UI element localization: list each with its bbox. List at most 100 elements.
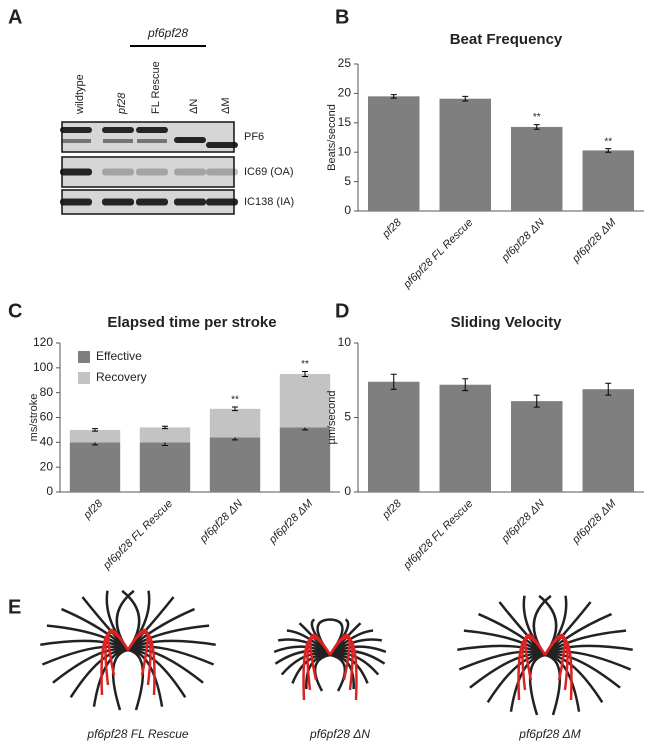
flagellum-red <box>517 636 547 701</box>
y-tick-label: 5 <box>344 174 351 188</box>
flagellum <box>127 648 187 698</box>
y-tick-label: 80 <box>40 385 54 399</box>
y-tick-label: 0 <box>344 203 351 217</box>
band <box>61 139 91 143</box>
significance-label: ** <box>604 136 612 147</box>
y-tick-label: 10 <box>338 144 352 158</box>
error-bar <box>390 373 397 390</box>
x-tick-label: pf6pf28 FL Rescue <box>401 217 476 292</box>
flagellum <box>486 653 546 703</box>
x-tick-label: pf6pf28 ΔN <box>197 498 245 546</box>
x-tick-label: pf28 <box>380 497 405 522</box>
y-tick-label: 60 <box>40 410 54 424</box>
y-tick-label: 5 <box>344 410 351 424</box>
bar <box>69 429 121 443</box>
flagellum <box>544 653 604 703</box>
lane-label: ΔN <box>188 99 200 114</box>
bar <box>368 381 420 492</box>
bar <box>209 437 261 492</box>
band <box>136 127 168 133</box>
band <box>60 198 92 206</box>
legend-label: Recovery <box>96 370 147 384</box>
band <box>206 198 238 206</box>
y-tick-label: 120 <box>33 335 53 349</box>
band <box>206 168 238 176</box>
flagellum-red <box>126 631 156 696</box>
x-tick-label: pf6pf28 ΔM <box>569 216 619 266</box>
bar <box>279 427 331 492</box>
panel-label: D <box>335 300 349 322</box>
flagellum <box>313 653 331 692</box>
group-label: pf6pf28 <box>147 26 188 40</box>
flagellum <box>111 648 129 711</box>
error-bar <box>232 406 238 412</box>
significance-label: ** <box>231 395 239 406</box>
y-tick-label: 25 <box>338 56 352 70</box>
flagellum <box>528 653 546 716</box>
error-bar <box>302 371 308 378</box>
flagellum-red <box>302 636 332 701</box>
band <box>102 168 134 176</box>
bar <box>511 401 563 492</box>
y-tick-label: 0 <box>46 484 53 498</box>
y-tick-label: 20 <box>338 86 352 100</box>
y-axis-label: µm/second <box>326 390 338 444</box>
band <box>174 137 206 143</box>
x-tick-label: pf6pf28 ΔM <box>569 497 619 547</box>
band <box>102 127 134 133</box>
lane-label: ΔM <box>220 97 232 114</box>
bar <box>439 384 491 492</box>
waveform-caption: pf6pf28 FL Rescue <box>86 727 189 741</box>
chart-title: Elapsed time per stroke <box>107 314 276 331</box>
flagellum <box>329 653 347 692</box>
y-axis-label: Beats/second <box>326 104 338 171</box>
y-tick-label: 40 <box>40 435 54 449</box>
significance-label: ** <box>301 359 309 370</box>
band <box>60 168 92 176</box>
row-label: PF6 <box>244 131 264 143</box>
legend-swatch <box>78 372 90 384</box>
x-tick-label: pf6pf28 FL Rescue <box>401 498 476 573</box>
chart-title: Beat Frequency <box>450 31 563 48</box>
error-bar <box>533 394 540 408</box>
y-tick-label: 15 <box>338 115 352 129</box>
bar <box>279 374 331 428</box>
chart-title: Sliding Velocity <box>451 314 563 331</box>
blot: wildtype pf28 FL Rescue ΔN ΔM PF6 IC69 (OA) IC1… <box>60 61 294 215</box>
lane-label: FL Rescue <box>150 61 162 114</box>
bar <box>209 408 261 438</box>
x-tick-label: pf28 <box>81 497 106 522</box>
x-tick-label: pf6pf28 ΔN <box>499 217 547 265</box>
bar <box>439 98 491 211</box>
panel-label: C <box>8 300 22 322</box>
error-bar <box>605 382 612 396</box>
band <box>174 168 206 176</box>
legend-label: Effective <box>96 349 142 363</box>
waveform-caption: pf6pf28 ΔM <box>518 727 580 741</box>
error-bar <box>462 95 469 102</box>
flagellum <box>127 648 145 711</box>
flagellum-red <box>100 631 130 696</box>
waveforms <box>40 589 633 716</box>
row-label: IC69 (OA) <box>244 166 294 178</box>
bar <box>511 126 563 211</box>
flagellum-red <box>543 636 573 701</box>
y-tick-label: 10 <box>338 335 352 349</box>
error-bar <box>162 425 168 430</box>
band <box>102 198 134 206</box>
x-tick-label: pf6pf28 FL Rescue <box>100 498 175 573</box>
flagellum <box>544 653 562 716</box>
error-bar <box>533 124 540 130</box>
bar <box>368 96 420 211</box>
band <box>174 198 206 206</box>
legend-swatch <box>78 351 90 363</box>
x-tick-label: pf6pf28 ΔM <box>266 497 316 547</box>
bar <box>582 389 634 492</box>
band <box>103 139 133 143</box>
error-bar <box>92 428 98 432</box>
error-bar <box>605 148 612 153</box>
row-label: IC138 (IA) <box>244 196 294 208</box>
band <box>137 139 167 143</box>
